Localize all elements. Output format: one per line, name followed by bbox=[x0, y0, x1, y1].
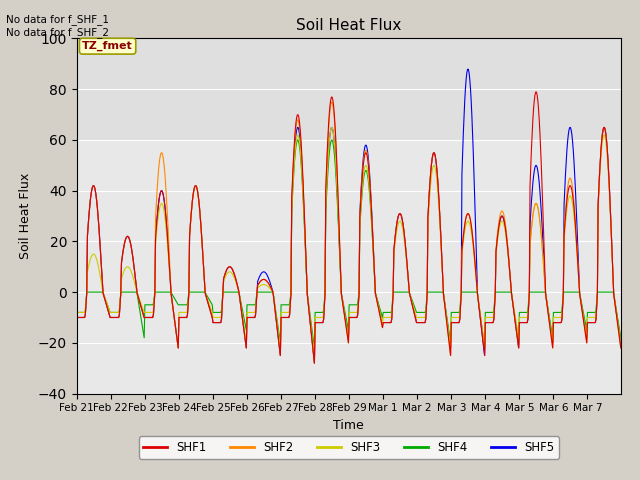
Text: No data for f_SHF_1
No data for f_SHF_2: No data for f_SHF_1 No data for f_SHF_2 bbox=[6, 14, 109, 38]
Y-axis label: Soil Heat Flux: Soil Heat Flux bbox=[19, 173, 33, 259]
Title: Soil Heat Flux: Soil Heat Flux bbox=[296, 18, 401, 33]
Bar bbox=[77, 38, 621, 140]
Legend: SHF1, SHF2, SHF3, SHF4, SHF5: SHF1, SHF2, SHF3, SHF4, SHF5 bbox=[139, 436, 559, 459]
Text: TZ_fmet: TZ_fmet bbox=[82, 41, 133, 51]
X-axis label: Time: Time bbox=[333, 419, 364, 432]
